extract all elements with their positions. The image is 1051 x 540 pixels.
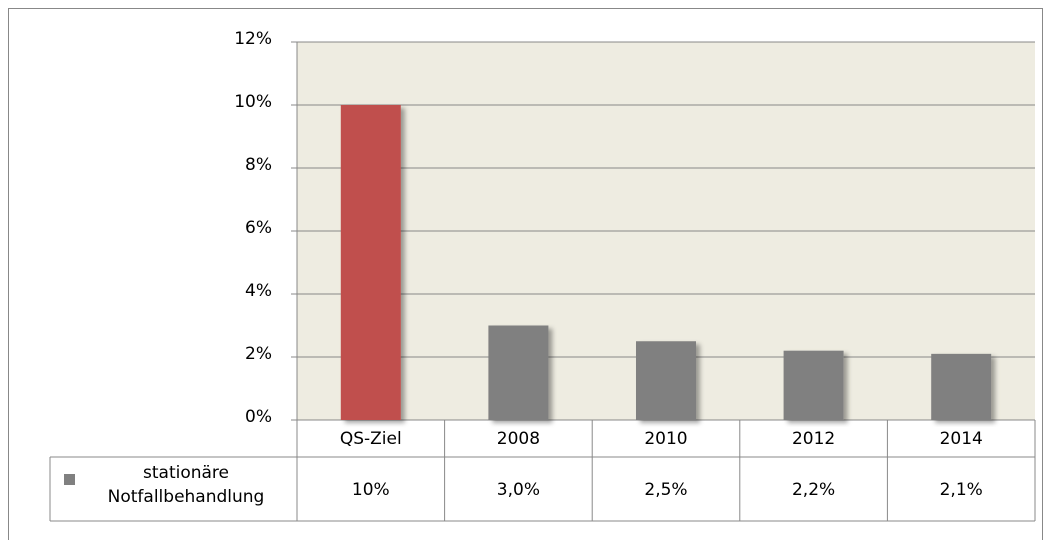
y-tick-label: 8% xyxy=(245,155,272,175)
x-tick-label: 2014 xyxy=(940,429,983,449)
x-tick-label: QS-Ziel xyxy=(340,429,402,449)
y-tick-label: 12% xyxy=(234,29,272,49)
y-tick-label: 4% xyxy=(245,281,272,301)
x-tick-label: 2012 xyxy=(792,429,835,449)
data-table-value: 10% xyxy=(352,480,390,500)
y-tick-label: 10% xyxy=(234,92,272,112)
bar xyxy=(488,325,549,420)
legend-marker xyxy=(64,474,75,485)
x-tick-label: 2008 xyxy=(497,429,540,449)
data-table-value: 3,0% xyxy=(497,480,540,500)
bar xyxy=(931,353,992,420)
data-table-value: 2,5% xyxy=(644,480,687,500)
y-tick-label: 0% xyxy=(245,407,272,427)
chart-border xyxy=(8,8,1043,540)
x-tick-label: 2010 xyxy=(644,429,687,449)
data-table-value: 2,2% xyxy=(792,480,835,500)
bar xyxy=(340,105,401,420)
legend-label: stationäre Notfallbehandlung xyxy=(107,463,265,507)
data-table-value: 2,1% xyxy=(940,480,983,500)
y-tick-label: 6% xyxy=(245,218,272,238)
y-tick-label: 2% xyxy=(245,344,272,364)
bar xyxy=(636,341,696,420)
bar xyxy=(783,350,844,420)
